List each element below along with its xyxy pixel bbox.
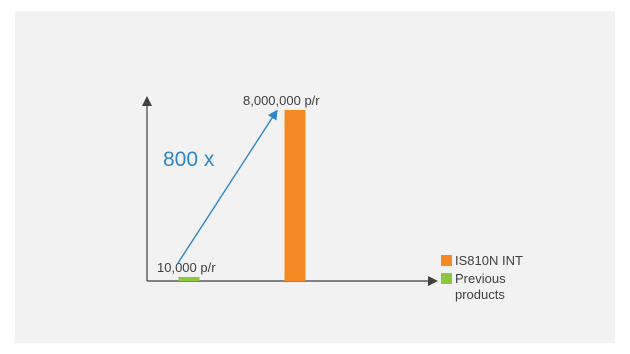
legend-label-previous-products: Previous products: [455, 271, 506, 302]
multiplier-annotation: 800 x: [163, 148, 215, 171]
legend-item-previous-products: Previous products: [441, 271, 525, 303]
bar-label-previous-products: 10,000 p/r: [157, 260, 216, 275]
legend: IS810N INT Previous products: [441, 253, 525, 305]
legend-item-is810n-int: IS810N INT: [441, 253, 525, 269]
bar-is810n-int: [284, 110, 306, 281]
bar-previous-products: [178, 277, 200, 281]
legend-swatch-is810n-int: [441, 255, 452, 266]
chart-panel: [15, 11, 615, 343]
legend-swatch-previous-products: [441, 273, 452, 284]
legend-label-is810n-int: IS810N INT: [455, 253, 523, 268]
bar-label-is810n-int: 8,000,000 p/r: [243, 93, 320, 108]
growth-arrow: [177, 109, 278, 264]
